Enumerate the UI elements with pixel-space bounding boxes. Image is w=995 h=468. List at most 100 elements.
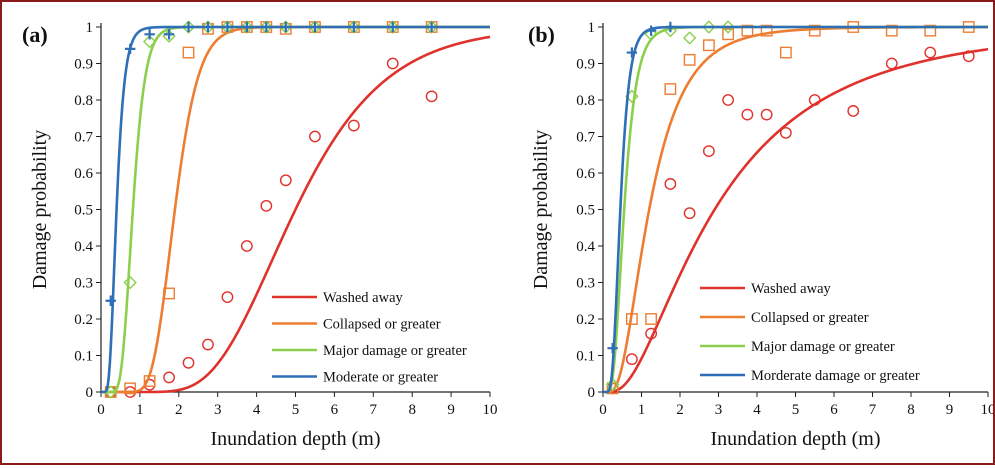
- data-point-circle: [962, 50, 975, 63]
- data-point-square: [808, 24, 821, 37]
- data-point-diamond: [220, 20, 235, 34]
- data-point-circle: [202, 338, 214, 351]
- data-point-circle: [722, 94, 735, 106]
- data-point-diamond: [279, 20, 293, 34]
- y-tick-label: 0.4: [576, 239, 595, 255]
- data-point-plus: [222, 21, 233, 33]
- data-point-square: [645, 313, 658, 325]
- legend: Washed away Collapsed or greater Major dam…: [272, 290, 467, 386]
- data-point-plus: [183, 21, 194, 33]
- x-axis-title: Inundation depth (m): [211, 428, 381, 450]
- data-point-circle: [221, 291, 234, 303]
- data-point-circle: [163, 371, 175, 384]
- data-point-square: [779, 46, 792, 59]
- y-tick-label: 0.9: [74, 57, 93, 73]
- data-point-square: [683, 53, 696, 66]
- legend-label: Major damage or greater: [751, 339, 895, 355]
- legend-label: Moderate or greater: [323, 370, 438, 386]
- data-point-square: [722, 28, 735, 41]
- data-point-square: [702, 39, 715, 52]
- data-point-circle: [182, 356, 195, 369]
- series-washed-away: [603, 46, 989, 395]
- y-tick-label: 0.8: [74, 93, 93, 109]
- x-tick-label: 3: [715, 402, 723, 418]
- data-point-plus: [124, 43, 136, 55]
- data-point-plus: [387, 21, 398, 33]
- y-tick-label: 0.3: [74, 276, 93, 292]
- x-tick-label: 0: [599, 402, 607, 418]
- data-point-square: [741, 24, 754, 37]
- data-point-square: [885, 24, 898, 37]
- y-tick-label: 0.7: [74, 130, 93, 146]
- data-point-circle: [702, 145, 715, 158]
- data-point-diamond: [721, 20, 735, 34]
- data-point-diamond: [347, 20, 361, 34]
- data-point-plus: [626, 47, 638, 58]
- data-point-plus: [144, 29, 155, 40]
- x-tick-label: 4: [753, 402, 761, 418]
- y-tick-label: 0.3: [576, 276, 595, 292]
- panel-label: (a): [22, 22, 48, 47]
- data-point-plus: [665, 21, 676, 33]
- data-point-circle: [309, 130, 321, 143]
- data-point-circle: [683, 207, 696, 220]
- fragility-curve: [603, 25, 989, 394]
- data-point-circle: [347, 119, 360, 132]
- data-point-circle: [425, 90, 438, 103]
- x-tick-label: 6: [830, 402, 838, 418]
- legend-label: Washed away: [751, 281, 832, 297]
- series-major-damage-or-greater: [603, 20, 988, 394]
- data-point-plus: [202, 21, 214, 33]
- data-point-plus: [348, 21, 360, 33]
- data-point-plus: [607, 343, 618, 354]
- y-tick-label: 0: [588, 385, 596, 401]
- data-point-square: [143, 375, 156, 387]
- data-point-plus: [426, 21, 437, 33]
- x-tick-label: 6: [331, 402, 339, 418]
- y-tick-label: 0.9: [576, 57, 595, 73]
- data-point-diamond: [308, 20, 322, 34]
- data-point-square: [664, 83, 677, 95]
- data-point-circle: [808, 94, 821, 106]
- data-point-diamond: [424, 20, 439, 34]
- y-tick-label: 0.2: [74, 312, 93, 328]
- data-point-circle: [924, 46, 937, 59]
- fragility-curve: [603, 25, 988, 394]
- fragility-curve: [101, 35, 491, 394]
- y-tick-label: 0.2: [576, 312, 595, 328]
- x-tick-label: 10: [981, 402, 994, 418]
- data-point-circle: [645, 327, 658, 340]
- data-point-plus: [309, 21, 321, 33]
- legend-label: Morderate damage or greater: [751, 368, 920, 384]
- data-point-circle: [760, 108, 773, 121]
- x-tick-label: 8: [408, 402, 416, 418]
- fragility-curve: [603, 25, 988, 394]
- x-tick-label: 5: [292, 402, 300, 418]
- data-point-plus: [241, 21, 253, 33]
- x-tick-label: 7: [370, 402, 378, 418]
- x-tick-label: 1: [638, 402, 646, 418]
- data-point-square: [760, 24, 773, 37]
- y-tick-label: 0.5: [74, 203, 93, 219]
- data-point-diamond: [240, 20, 254, 34]
- data-point-diamond: [644, 27, 658, 41]
- y-tick-label: 0.6: [74, 166, 93, 182]
- data-point-square: [163, 287, 175, 300]
- panel-label: (b): [528, 22, 555, 47]
- series-washed-away: [101, 35, 491, 398]
- x-axis-title: Inundation depth (m): [711, 428, 881, 450]
- chart-panel-a: 00.10.20.30.40.50.60.70.80.910 1 2 3 4 5 6 7 8 9 1…: [22, 20, 498, 450]
- data-point-diamond: [682, 31, 697, 45]
- series-morderate-damage-or-greater: [603, 21, 988, 394]
- x-tick-label: 2: [175, 402, 183, 418]
- x-tick-label: 7: [869, 402, 877, 418]
- x-tick-label: 4: [253, 402, 261, 418]
- y-tick-label: 0.6: [576, 166, 595, 182]
- data-point-diamond: [386, 20, 400, 34]
- fragility-curve: [603, 47, 989, 394]
- data-point-plus: [163, 29, 175, 40]
- legend-label: Washed away: [323, 290, 404, 306]
- legend-label: Collapsed or greater: [751, 310, 869, 326]
- data-point-plus: [280, 21, 291, 33]
